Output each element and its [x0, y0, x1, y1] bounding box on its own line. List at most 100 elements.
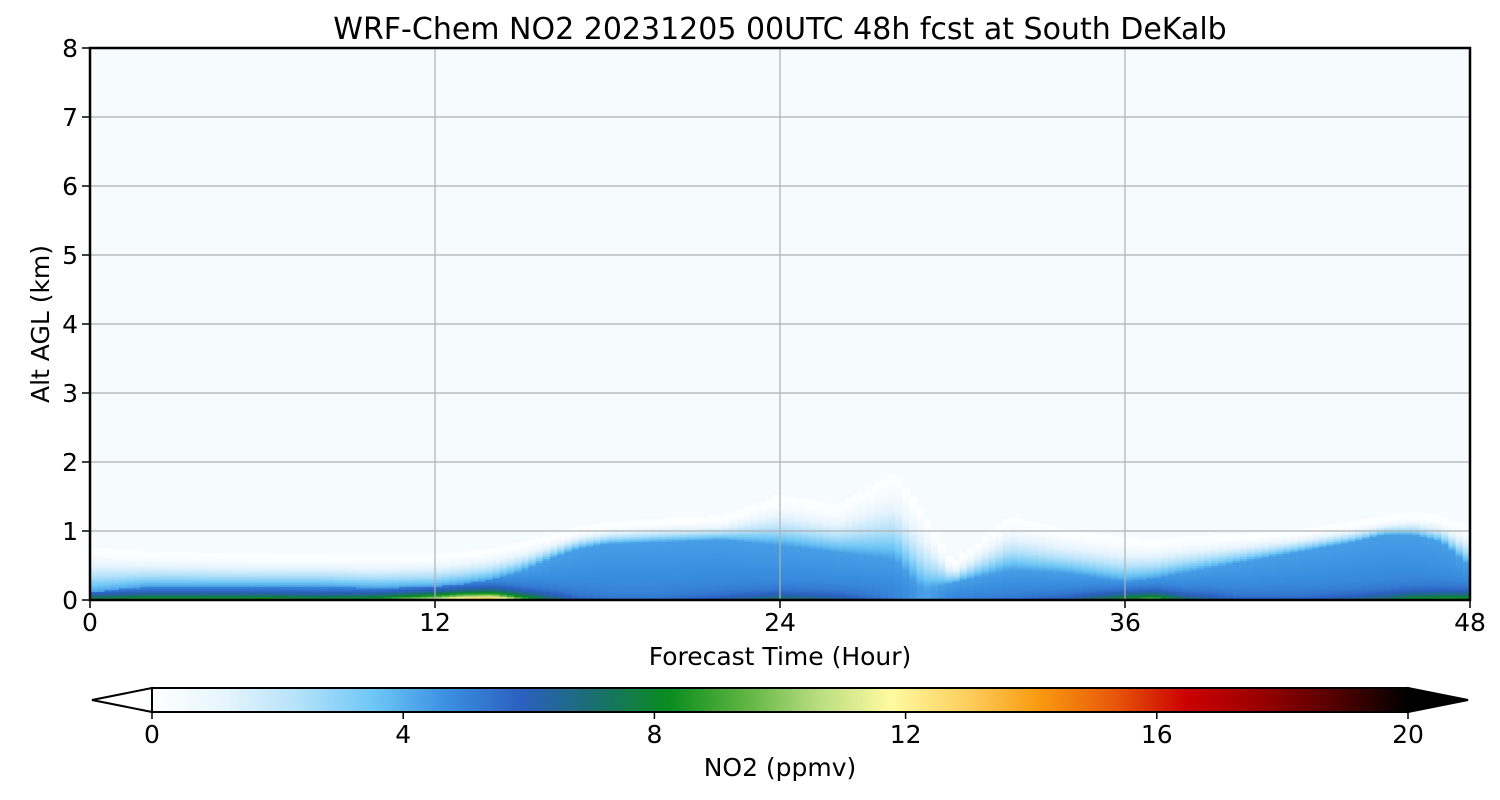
field-cell — [219, 591, 228, 594]
field-cell — [859, 562, 867, 565]
field-cell — [528, 572, 537, 575]
field-cell — [629, 574, 637, 577]
field-cell — [427, 581, 436, 584]
field-cell — [988, 541, 997, 544]
field-cell — [736, 539, 745, 542]
field-cell — [873, 513, 882, 517]
field-cell — [930, 531, 939, 534]
field-cell — [499, 577, 508, 580]
field-cell — [276, 570, 285, 573]
field-cell — [442, 594, 450, 598]
field-cell — [463, 560, 472, 563]
field-cell — [370, 584, 379, 587]
field-cell — [585, 574, 594, 577]
field-cell — [226, 577, 235, 580]
field-cell — [981, 555, 990, 558]
field-cell — [830, 579, 839, 582]
field-cell — [866, 493, 875, 496]
field-cell — [427, 560, 436, 563]
field-cell — [665, 541, 673, 544]
field-cell — [902, 493, 910, 496]
field-cell — [801, 513, 810, 517]
field-cell — [269, 553, 278, 556]
field-cell — [90, 579, 98, 582]
field-cell — [794, 546, 803, 549]
field-cell — [902, 494, 910, 498]
field-cell — [161, 581, 170, 584]
field-cell — [470, 579, 479, 582]
field-cell — [650, 596, 659, 599]
field-cell — [499, 575, 508, 579]
field-cell — [312, 586, 321, 589]
field-cell — [600, 527, 609, 530]
field-cell — [902, 551, 910, 555]
field-cell — [291, 579, 300, 582]
field-cell — [823, 594, 831, 598]
field-cell — [930, 543, 939, 546]
field-cell — [442, 570, 450, 573]
field-cell — [772, 515, 781, 518]
field-cell — [736, 558, 745, 561]
field-cell — [140, 582, 149, 586]
field-cell — [880, 487, 889, 491]
field-cell — [514, 584, 522, 587]
field-cell — [420, 577, 429, 580]
field-cell — [629, 551, 637, 555]
field-cell — [887, 534, 896, 537]
field-cell — [104, 555, 113, 558]
field-cell — [815, 572, 824, 575]
field-cell — [887, 487, 896, 491]
field-cell — [909, 503, 918, 506]
field-cell — [370, 587, 379, 591]
field-cell — [794, 558, 803, 561]
field-cell — [125, 558, 134, 561]
field-cell — [679, 518, 688, 522]
field-cell — [665, 539, 673, 542]
field-cell — [470, 574, 479, 577]
field-cell — [672, 555, 680, 558]
field-cell — [111, 589, 120, 592]
field-cell — [938, 596, 946, 599]
field-cell — [370, 574, 379, 577]
field-cell — [298, 587, 307, 591]
field-cell — [226, 582, 235, 586]
field-cell — [377, 587, 386, 591]
field-cell — [794, 560, 803, 563]
field-cell — [478, 549, 486, 553]
field-cell — [607, 548, 616, 551]
field-cell — [974, 563, 982, 567]
field-cell — [887, 522, 896, 525]
field-cell — [463, 558, 472, 561]
field-cell — [808, 582, 817, 586]
field-cell — [751, 593, 760, 596]
field-cell — [700, 531, 709, 534]
field-cell — [880, 541, 889, 544]
field-cell — [384, 596, 393, 599]
field-cell — [550, 551, 558, 555]
field-cell — [276, 584, 285, 587]
field-cell — [844, 594, 853, 598]
field-cell — [866, 594, 875, 598]
field-cell — [736, 555, 745, 558]
field-cell — [320, 594, 328, 598]
field-cell — [772, 574, 781, 577]
field-cell — [399, 587, 407, 591]
field-cell — [370, 556, 379, 560]
field-cell — [413, 579, 422, 582]
field-cell — [887, 506, 896, 510]
field-cell — [499, 589, 508, 592]
field-cell — [708, 548, 716, 551]
field-cell — [542, 584, 551, 587]
field-cell — [1002, 555, 1011, 558]
field-cell — [966, 589, 975, 592]
field-cell — [564, 553, 573, 556]
field-cell — [873, 575, 882, 579]
field-cell — [284, 581, 292, 584]
field-cell — [542, 553, 551, 556]
field-cell — [607, 596, 616, 599]
field-cell — [205, 570, 213, 573]
field-cell — [974, 593, 982, 596]
field-cell — [945, 560, 954, 563]
field-cell — [686, 544, 695, 548]
field-cell — [736, 527, 745, 530]
